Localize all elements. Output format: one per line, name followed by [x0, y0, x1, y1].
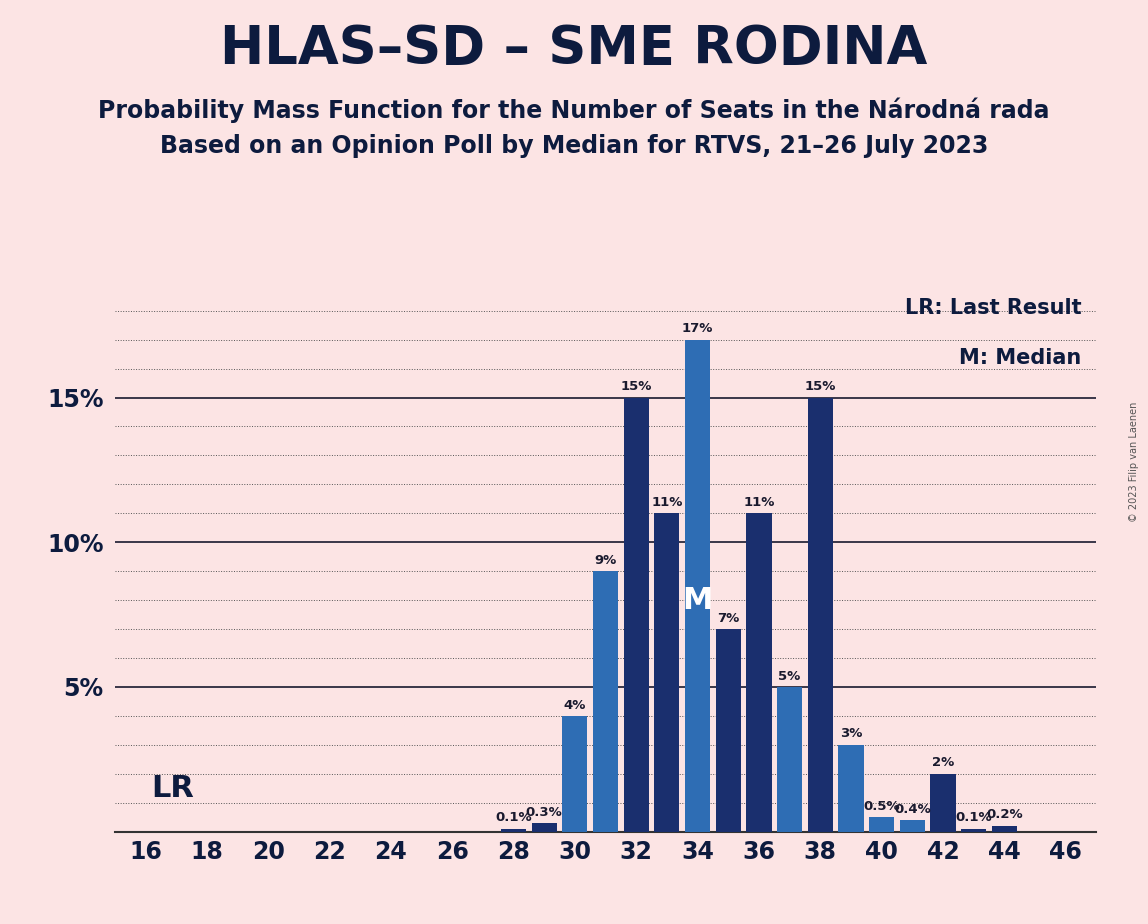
Text: 11%: 11% [651, 496, 683, 509]
Bar [594, 571, 618, 832]
Text: HLAS–SD – SME RODINA: HLAS–SD – SME RODINA [220, 23, 928, 75]
Text: 5%: 5% [778, 670, 801, 683]
Text: 2%: 2% [932, 757, 954, 770]
Text: 7%: 7% [718, 612, 739, 625]
Bar [654, 514, 680, 832]
Text: LR: LR [152, 773, 194, 803]
Bar [808, 397, 832, 832]
Bar [869, 817, 894, 832]
Bar [992, 826, 1017, 832]
Bar [501, 829, 526, 832]
Text: Based on an Opinion Poll by Median for RTVS, 21–26 July 2023: Based on an Opinion Poll by Median for R… [160, 134, 988, 158]
Bar [623, 397, 649, 832]
Text: LR: Last Result: LR: Last Result [905, 298, 1081, 318]
Bar [838, 745, 863, 832]
Bar [532, 823, 557, 832]
Text: 0.4%: 0.4% [894, 803, 931, 816]
Bar [961, 829, 986, 832]
Bar [563, 716, 588, 832]
Text: 0.2%: 0.2% [986, 808, 1023, 821]
Bar [715, 629, 740, 832]
Text: 0.1%: 0.1% [955, 811, 992, 824]
Text: 9%: 9% [595, 553, 616, 566]
Text: 15%: 15% [805, 380, 836, 394]
Text: 0.1%: 0.1% [495, 811, 532, 824]
Bar [685, 340, 711, 832]
Text: 11%: 11% [743, 496, 775, 509]
Bar [777, 687, 802, 832]
Text: 4%: 4% [564, 699, 587, 711]
Text: Probability Mass Function for the Number of Seats in the Národná rada: Probability Mass Function for the Number… [99, 97, 1049, 123]
Text: 17%: 17% [682, 322, 713, 335]
Text: 0.5%: 0.5% [863, 800, 900, 813]
Text: M: Median: M: Median [960, 347, 1081, 368]
Text: M: M [682, 586, 713, 614]
Text: 15%: 15% [621, 380, 652, 394]
Text: 0.3%: 0.3% [526, 806, 563, 819]
Bar [746, 514, 771, 832]
Bar [930, 773, 955, 832]
Text: 3%: 3% [840, 727, 862, 740]
Text: © 2023 Filip van Laenen: © 2023 Filip van Laenen [1130, 402, 1139, 522]
Bar [900, 820, 925, 832]
